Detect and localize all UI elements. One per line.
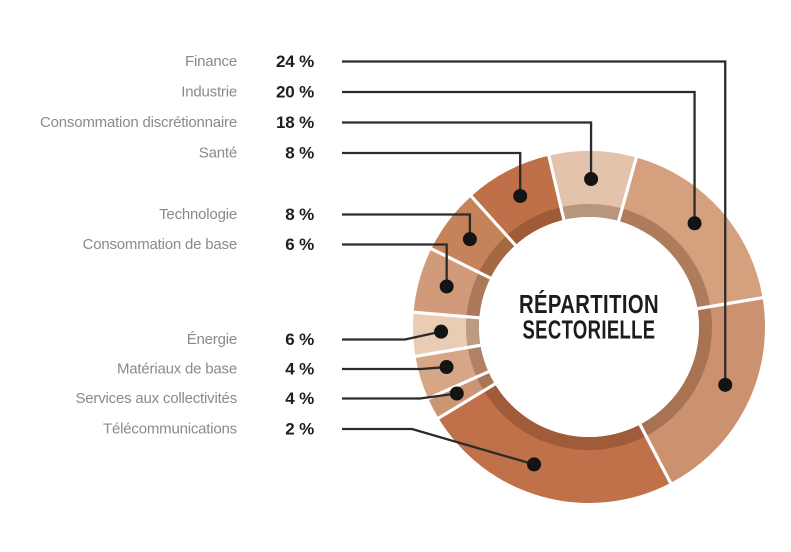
donut-segment-industrie [618,157,763,309]
leader-dot-sante [513,188,528,203]
legend-row-consommation-de-base: Consommation de base 6 % [83,235,315,254]
leader-line-consommation-discretionnaire [342,121,593,180]
leader-dot-energie [434,324,449,339]
segment-divider [437,380,501,420]
leader-dot-consommation-discretionnaire [584,172,599,187]
legend-value: 8 % [285,205,314,224]
legend-value: 18 % [276,113,314,132]
legend-label: Services aux collectivités [75,390,237,407]
segment-divider [547,154,567,226]
legend-label: Industrie [181,84,237,101]
segment-divider [414,342,486,359]
leader-dot-consommation-de-base [439,279,454,294]
legend-value: 8 % [285,144,314,163]
leader-line-materiaux-de-base [342,365,447,371]
leader-line-finance [342,60,727,385]
legend-row-sante: Santé 8 % [199,144,314,163]
legend-row-finance: Finance 24 % [185,52,314,71]
legend-label: Finance [185,53,237,70]
leader-line-energie [342,330,442,341]
legend-value: 6 % [285,235,314,254]
legend-value: 4 % [285,360,314,379]
legend-value: 24 % [276,52,314,71]
leader-line-services-aux-collectivites [342,392,457,400]
leader-line-technologie [342,213,472,240]
inner-shadow-ring [466,204,712,450]
legend-row-services-aux-collectivites: Services aux collectivités 4 % [75,389,314,408]
legend-row-energie: Énergie 6 % [187,330,315,349]
segment-divider [430,247,496,282]
donut-segment-consommation-discretionnaire [548,151,637,222]
legend-value: 4 % [285,389,314,408]
donut-hole [479,217,699,437]
leader-dot-industrie [687,216,702,231]
legend-label: Technologie [159,206,237,223]
segment-divider [615,156,639,227]
leader-dot-technologie [462,232,477,247]
legend-value: 2 % [285,420,314,439]
legend-label: Matériaux de base [117,361,237,378]
legend-row-telecommunications: Télécommunications 2 % [103,420,314,439]
legend-label: Santé [199,145,237,162]
donut-segment-finance [639,297,765,483]
leader-line-consommation-de-base [342,243,448,287]
legend-row-consommation-discretionnaire: Consommation discrétionnaire 18 % [40,113,314,132]
donut-segment-materiaux-de-base [415,345,489,399]
leader-dot-materiaux-de-base [439,360,454,375]
legend: Finance 24 % Industrie 20 % Consommation dis… [40,52,314,439]
segment-divider [636,419,673,485]
leader-lines [342,60,733,472]
chart-title-line-1: RÉPARTITION [519,290,659,319]
legend-label: Consommation de base [83,236,237,253]
leader-line-sante [342,151,522,196]
legend-row-materiaux-de-base: Matériaux de base 4 % [117,360,314,379]
chart-title-line-2: SECTORIELLE [523,317,656,345]
leader-dot-finance [718,377,733,392]
legend-row-technologie: Technologie 8 % [159,205,314,224]
leader-line-industrie [342,90,696,224]
legend-row-industrie: Industrie 20 % [181,83,314,102]
legend-label: Énergie [187,331,237,348]
donut-segment-telecommunications [438,383,671,504]
leader-dot-services-aux-collectivites [449,386,464,401]
leader-line-telecommunications [342,427,535,466]
segment-divider [412,310,485,320]
legend-value: 20 % [276,83,314,102]
segment-dividers [412,154,764,485]
legend-label: Consommation discrétionnaire [40,114,237,131]
segment-divider [427,368,494,401]
segment-divider [692,295,764,312]
legend-value: 6 % [285,330,314,349]
leader-dot-telecommunications [527,457,542,472]
legend-label: Télécommunications [103,421,237,438]
segment-divider [469,194,520,251]
